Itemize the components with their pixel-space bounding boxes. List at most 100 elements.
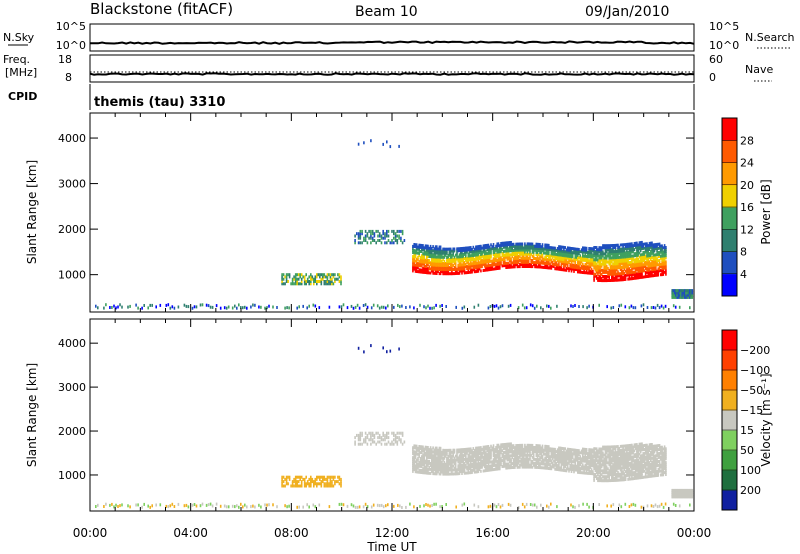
- range-cell: [599, 270, 602, 274]
- range-cell: [340, 275, 342, 279]
- range-cell: [480, 452, 482, 455]
- range-cell: [483, 248, 486, 252]
- range-cell: [527, 459, 530, 463]
- range-cell: [538, 263, 540, 267]
- range-cell: [624, 452, 627, 456]
- range-cell: [565, 463, 568, 467]
- range-cell: [541, 444, 544, 448]
- range-cell: [647, 274, 649, 278]
- range-cell: [589, 253, 592, 257]
- range-cell: [436, 466, 438, 470]
- range-cell: [605, 244, 608, 248]
- range-cell: [515, 257, 517, 260]
- range-cell: [539, 249, 541, 253]
- range-cell: [478, 267, 481, 271]
- range-cell: [631, 467, 633, 471]
- range-cell: [577, 462, 579, 466]
- range-cell: [287, 280, 289, 283]
- range-cell: [475, 460, 477, 464]
- range-cell: [648, 260, 651, 264]
- range-cell: [505, 454, 507, 458]
- range-cell: [441, 253, 443, 257]
- range-cell: [655, 253, 657, 257]
- range-cell: [590, 253, 593, 257]
- range-cell: [432, 265, 434, 269]
- range-cell: [611, 252, 613, 256]
- range-cell: [598, 451, 600, 455]
- range-cell: [614, 455, 617, 459]
- range-cell: [509, 466, 511, 470]
- range-cell: [558, 265, 560, 269]
- range-cell: [639, 271, 642, 275]
- range-cell: [300, 280, 303, 283]
- range-cell: [509, 448, 511, 452]
- range-cell: [621, 470, 623, 474]
- range-cell: [525, 258, 527, 262]
- range-cell: [588, 259, 590, 263]
- range-cell: [546, 451, 549, 454]
- range-cell: [524, 461, 526, 465]
- range-cell: [683, 295, 686, 299]
- range-cell: [588, 448, 590, 452]
- range-cell: [568, 267, 570, 271]
- range-cell: [570, 450, 573, 454]
- range-cell: [624, 253, 627, 257]
- range-cell: [384, 234, 386, 238]
- range-cell: [634, 276, 637, 280]
- range-cell: [258, 305, 260, 309]
- range-cell: [490, 450, 492, 454]
- range-cell: [449, 448, 452, 452]
- range-cell: [363, 239, 365, 242]
- range-cell: [465, 256, 467, 260]
- range-cell: [561, 462, 564, 466]
- range-cell: [424, 260, 427, 264]
- range-cell: [462, 263, 465, 267]
- range-cell: [550, 455, 553, 459]
- range-cell: [587, 257, 589, 261]
- range-cell: [539, 263, 541, 267]
- range-cell: [631, 447, 633, 451]
- range-cell: [632, 459, 634, 463]
- range-cell: [600, 248, 603, 252]
- range-cell: [527, 258, 530, 262]
- range-cell: [618, 255, 621, 259]
- range-cell: [512, 251, 515, 254]
- range-cell: [597, 250, 599, 254]
- range-cell: [401, 241, 404, 245]
- range-cell: [461, 255, 463, 259]
- range-cell: [660, 250, 662, 254]
- range-cell: [496, 449, 498, 453]
- range-cell: [603, 479, 605, 483]
- range-cell: [558, 448, 560, 452]
- range-cell: [451, 462, 453, 466]
- range-cell: [600, 465, 603, 469]
- range-cell: [655, 271, 657, 275]
- range-cell: [364, 239, 367, 242]
- range-cell: [628, 267, 631, 271]
- range-cell: [534, 465, 536, 469]
- range-cell: [492, 249, 495, 253]
- range-cell: [593, 250, 595, 254]
- range-cell: [598, 471, 600, 475]
- range-cell: [543, 462, 545, 466]
- range-cell: [612, 447, 614, 451]
- range-cell: [461, 450, 463, 454]
- range-cell: [532, 257, 535, 260]
- range-cell: [453, 247, 456, 251]
- range-cell: [438, 456, 441, 460]
- range-cell: [617, 462, 619, 466]
- range-cell: [612, 471, 614, 475]
- range-cell: [633, 242, 636, 245]
- range-cell: [632, 270, 634, 274]
- range-cell: [522, 256, 525, 260]
- range-cell: [357, 142, 360, 146]
- range-cell: [458, 470, 461, 474]
- range-cell: [427, 248, 429, 252]
- range-cell: [619, 253, 622, 257]
- range-cell: [468, 270, 471, 274]
- range-cell: [616, 272, 618, 276]
- range-cell: [608, 246, 610, 250]
- range-cell: [488, 253, 491, 257]
- range-cell: [457, 249, 459, 253]
- range-cell: [616, 464, 618, 468]
